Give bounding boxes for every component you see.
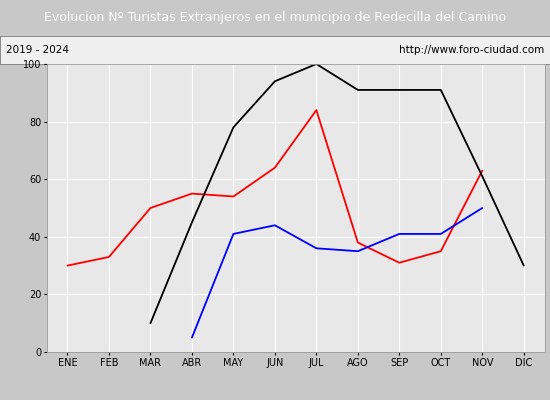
Text: http://www.foro-ciudad.com: http://www.foro-ciudad.com	[399, 45, 544, 55]
Text: 2019 - 2024: 2019 - 2024	[6, 45, 69, 55]
Text: Evolucion Nº Turistas Extranjeros en el municipio de Redecilla del Camino: Evolucion Nº Turistas Extranjeros en el …	[44, 12, 506, 24]
